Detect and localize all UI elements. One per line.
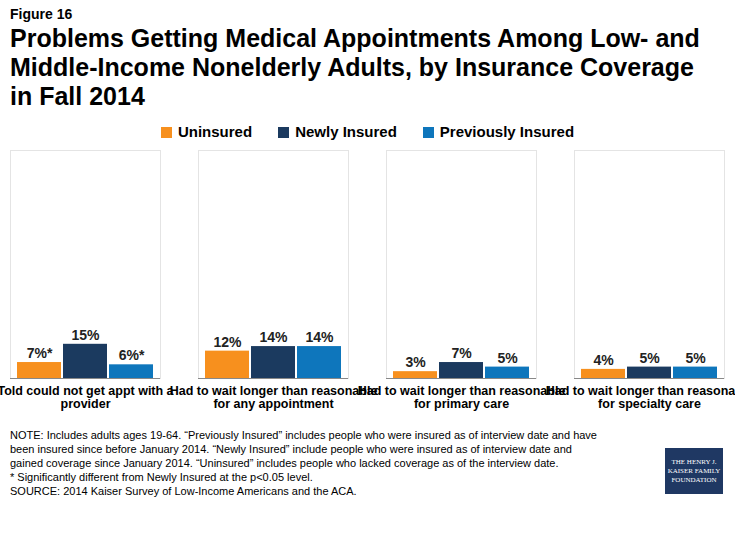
html-text:Figure 16: Figure 16 xyxy=(10,6,73,22)
html-text:* Significantly different from: * Significantly different from Newly Ins… xyxy=(10,471,313,483)
svg-text:Had to wait longer than reason: Had to wait longer than reasonablefor sp… xyxy=(546,384,735,411)
svg-text:4%: 4% xyxy=(593,352,614,368)
svg-text:7%*: 7%* xyxy=(27,345,53,361)
svg-text:14%: 14% xyxy=(259,329,288,345)
svg-text:12%: 12% xyxy=(213,334,242,350)
svg-text:3%: 3% xyxy=(405,354,426,370)
svg-text:Had to wait longer than reason: Had to wait longer than reasonablefor pr… xyxy=(358,384,566,411)
svg-text:5%: 5% xyxy=(497,350,518,366)
svg-text:5%: 5% xyxy=(685,350,706,366)
svg-text:14%: 14% xyxy=(305,329,334,345)
html-text:Newly Insured: Newly Insured xyxy=(295,123,397,140)
svg-text:6%*: 6%* xyxy=(119,347,145,363)
svg-text:15%: 15% xyxy=(71,327,100,343)
svg-text:7%: 7% xyxy=(451,345,472,361)
html-text:THE HENRY J. KAISER FAMILY FOU: THE HENRY J. KAISER FAMILY FOUNDATION xyxy=(667,457,721,484)
svg-text:5%: 5% xyxy=(639,350,660,366)
html-text:SOURCE: 2014 Kaiser Survey of: SOURCE: 2014 Kaiser Survey of Low-Income… xyxy=(10,485,357,497)
svg-text:Had to wait longer than reason: Had to wait longer than reasonablefor an… xyxy=(170,384,378,411)
html-text:Previously Insured: Previously Insured xyxy=(439,123,574,140)
html-text:Problems Getting Medical Appoi: Problems Getting Medical Appointments Am… xyxy=(10,24,700,110)
html-text:Uninsured: Uninsured xyxy=(177,123,253,140)
html-text:NOTE: Includes adults ages 19-: NOTE: Includes adults ages 19-64. “Previ… xyxy=(10,429,597,469)
svg-text:Told could not get appt with a: Told could not get appt with aprovider xyxy=(0,384,175,411)
